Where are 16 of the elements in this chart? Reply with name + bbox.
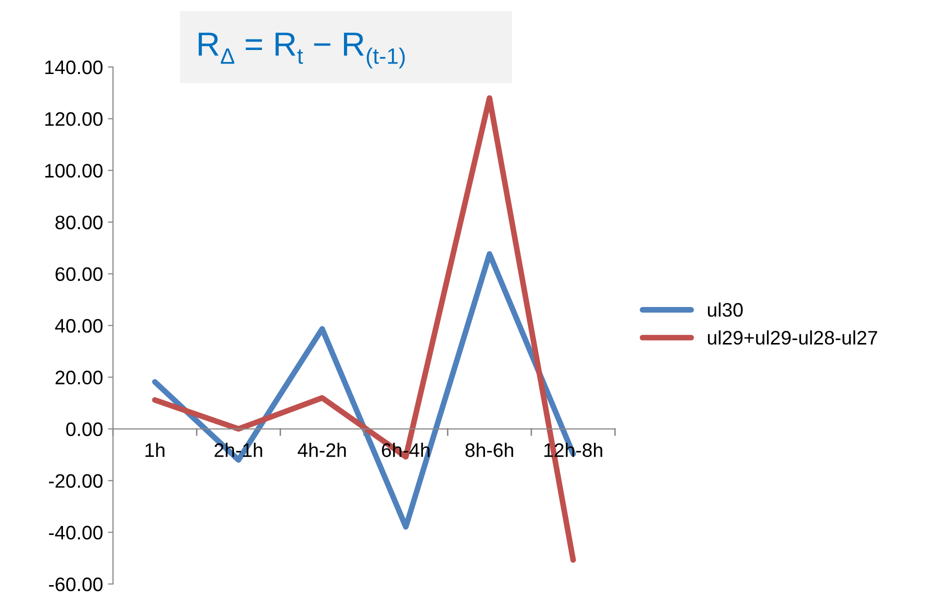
- y-tick-label: -40.00: [49, 526, 103, 540]
- legend-label: ul30: [708, 302, 743, 317]
- y-tick-label: 120.00: [45, 112, 103, 126]
- y-tick-label: 40.00: [55, 318, 103, 333]
- legend-label: ul29+ul29-ul28-ul27: [708, 330, 878, 345]
- y-tick-label: 60.00: [56, 267, 103, 282]
- y-tick-label: 140.00: [45, 60, 103, 74]
- y-tick-label: 100.00: [45, 164, 103, 178]
- y-tick-label: 0.00: [66, 422, 103, 436]
- y-tick-label: -20.00: [49, 474, 103, 488]
- y-tick-label: -60.00: [49, 577, 103, 592]
- y-tick-label: 80.00: [55, 216, 103, 230]
- y-tick-label: 20.00: [56, 370, 103, 384]
- x-tick-label: 4h-2h: [298, 442, 346, 457]
- x-tick-label: 8h-6h: [465, 442, 514, 458]
- x-tick-label: 1h: [146, 442, 164, 457]
